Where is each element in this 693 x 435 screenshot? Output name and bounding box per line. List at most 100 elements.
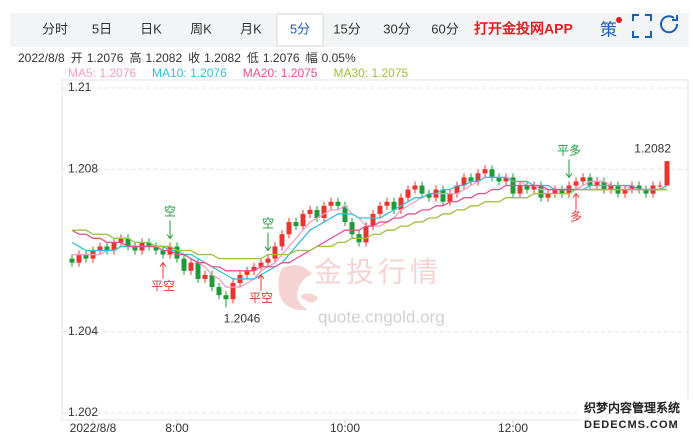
corner-watermark: 织梦内容管理系统 (584, 400, 680, 415)
signal-label: 多 (570, 210, 582, 224)
tab[interactable]: 30分 (383, 21, 410, 36)
candle-body (202, 274, 208, 279)
candle-body (307, 209, 313, 214)
fullscreen-button[interactable] (632, 14, 652, 38)
signal-label: 平多 (557, 144, 581, 158)
tab[interactable]: 60分 (431, 21, 458, 36)
candle-body (223, 295, 229, 300)
candle-body (272, 246, 278, 259)
legend: MA5: 1.2076 MA10: 1.2076 MA20: 1.2075 MA30:… (68, 66, 409, 80)
badge (616, 17, 622, 23)
candle-body (251, 266, 257, 271)
quote-value: 1.2082 (204, 51, 241, 65)
candle-body (496, 177, 502, 182)
candle-body (111, 242, 117, 251)
toolbar (10, 13, 689, 47)
y-tick-label: 1.208 (68, 161, 98, 175)
app-link[interactable]: 打开金投网APP (474, 21, 573, 37)
quote-value: 1.2082 (145, 51, 182, 65)
candle-body (335, 201, 341, 206)
legend-entry: MA5: 1.2076 (68, 66, 136, 80)
candle-body (314, 209, 320, 218)
candle-body (321, 205, 327, 218)
candle-body (293, 222, 299, 227)
tab[interactable]: 周K (190, 21, 212, 36)
candle-body (559, 189, 565, 194)
candle-body (517, 185, 523, 194)
candle-body (580, 177, 586, 182)
plot-frame (61, 79, 689, 421)
tab[interactable]: 5日 (92, 21, 112, 36)
candle-body (461, 177, 467, 186)
ma-line (72, 188, 667, 260)
signal-arrow (264, 232, 272, 252)
legend-entry: MA10: 1.2076 (152, 66, 227, 80)
candle-body (377, 205, 383, 214)
candle-body (300, 213, 306, 227)
selected-tab-bg (276, 13, 324, 47)
candle-body (363, 226, 369, 243)
candle-body (328, 201, 334, 206)
candle-body (489, 169, 495, 178)
quote-date: 2022/8/8 (18, 51, 65, 65)
candle-body (608, 185, 614, 190)
x-tick-label: 12:00 (498, 421, 528, 435)
candle-body (286, 222, 292, 235)
candle-body (440, 189, 446, 202)
candle-body (447, 193, 453, 202)
candle-body (174, 246, 180, 259)
x-tick-label: 8:00 (165, 421, 189, 435)
signal-label: 空 (262, 217, 274, 231)
refresh-button[interactable] (660, 15, 679, 34)
candle-body (97, 246, 103, 251)
candle-body (419, 185, 425, 194)
tab[interactable]: 日K (140, 21, 162, 36)
quote-label: 高 (129, 50, 141, 65)
x-tick-label: 2022/8/8 (70, 421, 117, 435)
candle-body (83, 254, 89, 259)
candle-body (398, 197, 404, 210)
candle-body (664, 161, 670, 186)
y-tick-label: 1.202 (68, 405, 98, 419)
quote-label: 收 (188, 51, 200, 65)
quote-value: 0.05% (322, 51, 356, 65)
strategy-button[interactable]: 策 (600, 20, 617, 39)
candle-body (104, 246, 110, 251)
signal-label: 平空 (249, 291, 273, 305)
candle-body (132, 246, 138, 251)
y-tick-label: 1.204 (68, 324, 98, 338)
candle-body (181, 258, 187, 271)
legend-entry: MA30: 1.2075 (333, 66, 408, 80)
candle-body (405, 189, 411, 198)
candle-body (160, 250, 166, 255)
watermark-url: quote.cngold.org (318, 307, 445, 326)
candle-body (454, 185, 460, 194)
candle-body (118, 238, 124, 243)
candle-body (230, 283, 236, 300)
candle-body (468, 177, 474, 182)
candle-body (412, 185, 418, 190)
candle-body (125, 238, 131, 247)
candle-body (643, 189, 649, 194)
candle-body (188, 262, 194, 271)
signal-arrow (257, 273, 265, 291)
tab[interactable]: 月K (240, 21, 262, 36)
tab[interactable]: 分时 (42, 21, 68, 36)
candle-body (426, 193, 432, 198)
signal-label: 平空 (151, 279, 175, 293)
candle-body (279, 234, 285, 247)
tab[interactable]: 15分 (333, 21, 360, 36)
candle-body (622, 189, 628, 194)
candle-body (244, 270, 250, 275)
tab[interactable]: 5分 (290, 21, 310, 36)
candle-body (146, 242, 152, 247)
candle-body (391, 201, 397, 210)
candle-body (573, 181, 579, 186)
quote-line: 2022/8/8 开 1.2076 高 1.2082 收 1.2082 低 1.2076 幅 0.0… (18, 50, 356, 65)
candle-body (636, 185, 642, 190)
candle-body (545, 193, 551, 198)
candle-body (76, 254, 82, 263)
candle-body (524, 185, 530, 190)
candle-body (69, 258, 75, 263)
